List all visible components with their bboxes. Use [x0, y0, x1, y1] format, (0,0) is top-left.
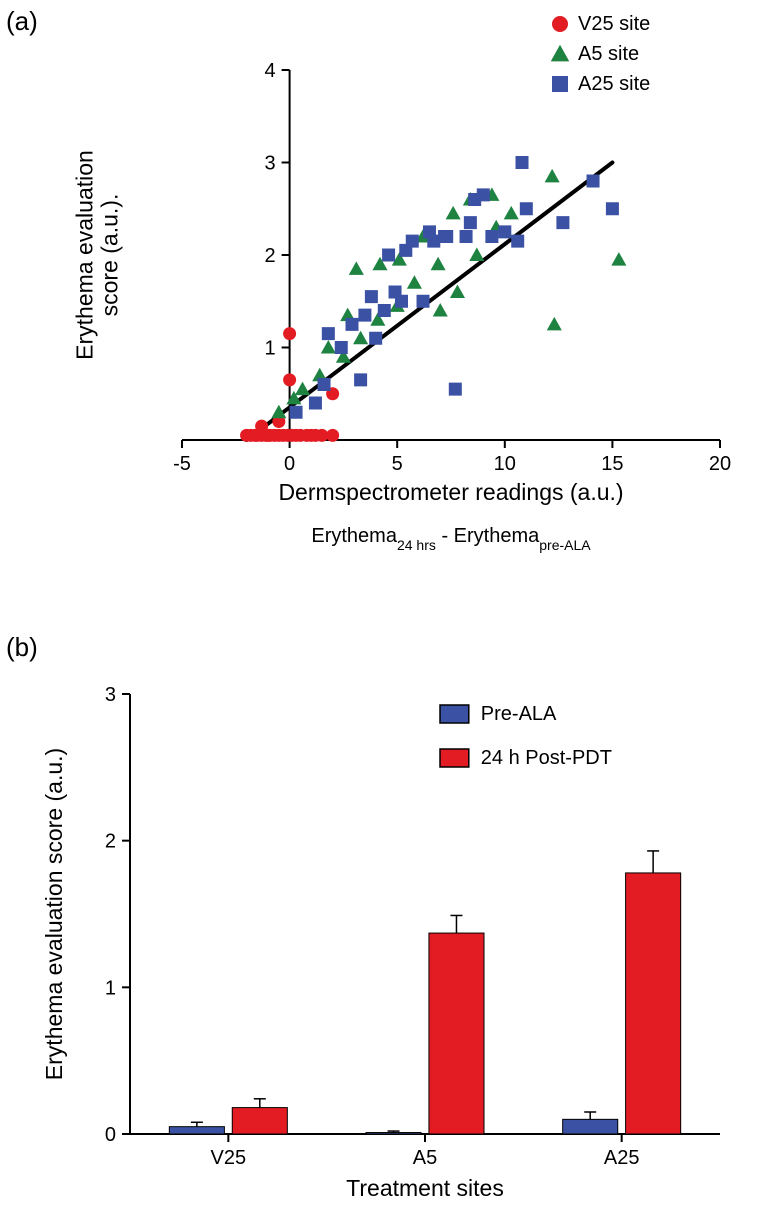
svg-text:-5: -5: [173, 453, 191, 475]
svg-text:Pre-ALA: Pre-ALA: [481, 703, 557, 725]
svg-text:A25: A25: [604, 1147, 640, 1169]
svg-text:3: 3: [264, 153, 275, 175]
svg-text:Erythema evaluationscore (a.u.: Erythema evaluationscore (a.u.).: [71, 150, 122, 360]
figure-page: (a) (b) -5051015201234Dermspectrometer r…: [0, 0, 784, 1224]
bar-chart: 0 1 2 3 V25 A5 A25 Treatment sites Erythema eval…: [0, 664, 784, 1224]
svg-text:2: 2: [105, 831, 116, 853]
svg-text:A5 site: A5 site: [578, 43, 639, 65]
svg-text:V25: V25: [211, 1147, 247, 1169]
svg-text:20: 20: [709, 453, 731, 475]
scatter-plot: -5 0 5 10 15 20 1 2 3 4 Dermspectrometer readings …: [0, 0, 784, 630]
svg-text:A25 site: A25 site: [578, 73, 650, 95]
svg-text:2: 2: [264, 245, 275, 267]
svg-text:V25 site: V25 site: [578, 13, 650, 35]
svg-text:0: 0: [105, 1124, 116, 1146]
svg-text:4: 4: [264, 60, 275, 82]
svg-text:5: 5: [392, 453, 403, 475]
svg-text:24 h Post-PDT: 24 h Post-PDT: [481, 747, 612, 769]
svg-text:A5: A5: [413, 1147, 437, 1169]
svg-text:15: 15: [601, 453, 623, 475]
svg-text:3: 3: [105, 684, 116, 706]
svg-text:Erythema24 hrs - Erythemapre-A: Erythema24 hrs - Erythemapre-ALA: [311, 525, 591, 553]
panel-label-b: (b): [6, 632, 38, 663]
svg-text:Erythema evaluation score (a.u: Erythema evaluation score (a.u.): [41, 748, 67, 1080]
svg-text:1: 1: [264, 338, 275, 360]
svg-text:1: 1: [105, 977, 116, 999]
svg-text:10: 10: [494, 453, 516, 475]
svg-text:Treatment sites: Treatment sites: [346, 1175, 504, 1201]
svg-text:0: 0: [284, 453, 295, 475]
svg-text:Dermspectrometer readings (a.u: Dermspectrometer readings (a.u.): [278, 479, 623, 505]
